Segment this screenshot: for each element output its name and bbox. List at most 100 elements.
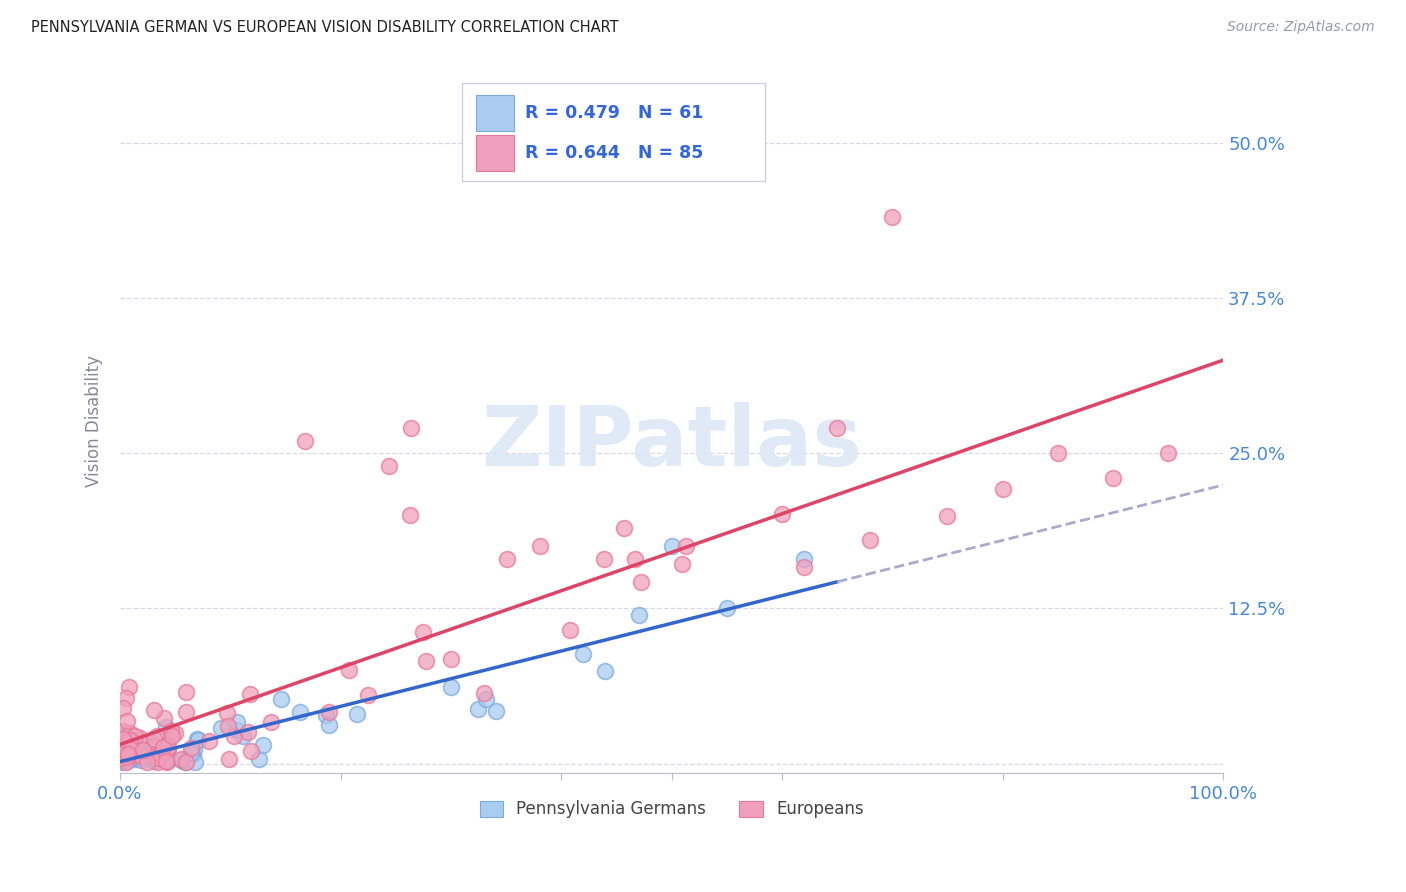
Point: [115, 756, 138, 770]
Y-axis label: Vision Disability: Vision Disability: [86, 355, 103, 487]
Point: [114, 753, 136, 767]
Point: [120, 742, 142, 756]
Point: [157, 752, 180, 766]
Point: [117, 747, 139, 762]
Point: [174, 705, 197, 719]
Point: [595, 664, 617, 678]
Point: [157, 739, 180, 754]
Point: [145, 751, 167, 765]
Point: [270, 692, 292, 706]
FancyBboxPatch shape: [477, 95, 513, 131]
Point: [110, 750, 132, 764]
Point: [318, 706, 340, 720]
Point: [675, 539, 697, 553]
Point: [472, 686, 495, 700]
Point: [146, 751, 169, 765]
Point: [399, 421, 422, 435]
Point: [152, 739, 174, 754]
Point: [142, 732, 165, 747]
Point: [145, 739, 167, 753]
Point: [991, 482, 1014, 496]
Point: [412, 624, 434, 639]
Point: [120, 750, 142, 764]
Point: [115, 714, 138, 728]
Point: [180, 746, 202, 760]
Point: [112, 734, 135, 748]
Point: [440, 680, 463, 694]
Point: [112, 701, 135, 715]
Point: [239, 744, 262, 758]
Point: [117, 736, 139, 750]
Point: [129, 753, 152, 767]
Text: R = 0.644   N = 85: R = 0.644 N = 85: [524, 145, 703, 162]
Point: [560, 624, 582, 638]
Point: [145, 740, 167, 755]
Point: [156, 737, 179, 751]
Point: [111, 756, 134, 770]
Point: [495, 551, 517, 566]
Point: [157, 742, 180, 756]
Point: [215, 706, 238, 721]
Point: [120, 751, 142, 765]
Point: [661, 539, 683, 553]
Point: [859, 533, 882, 548]
Point: [142, 704, 165, 718]
Point: [475, 691, 498, 706]
Point: [120, 726, 142, 740]
Point: [111, 732, 134, 747]
Text: Source: ZipAtlas.com: Source: ZipAtlas.com: [1227, 20, 1375, 34]
Point: [825, 421, 848, 435]
Point: [120, 750, 142, 764]
Point: [183, 756, 205, 770]
Point: [146, 729, 169, 743]
Point: [150, 747, 173, 761]
Point: [209, 721, 232, 735]
Point: [378, 458, 401, 473]
Point: [155, 720, 177, 734]
Point: [118, 733, 141, 747]
Legend: Pennsylvania Germans, Europeans: Pennsylvania Germans, Europeans: [472, 794, 870, 825]
Point: [630, 575, 652, 590]
Point: [170, 751, 193, 765]
Text: R = 0.479   N = 61: R = 0.479 N = 61: [524, 104, 703, 122]
Point: [260, 714, 283, 729]
Point: [793, 559, 815, 574]
Point: [174, 755, 197, 769]
Point: [142, 750, 165, 764]
Point: [124, 752, 146, 766]
Point: [346, 706, 368, 721]
Point: [169, 753, 191, 767]
Point: [467, 702, 489, 716]
Point: [1046, 446, 1069, 460]
Point: [183, 742, 205, 756]
Point: [593, 552, 616, 566]
Point: [142, 738, 165, 752]
Point: [315, 707, 337, 722]
Point: [112, 752, 135, 766]
Point: [160, 724, 183, 739]
Point: [139, 748, 162, 763]
Point: [165, 726, 187, 740]
Point: [174, 684, 197, 698]
Point: [180, 741, 202, 756]
Point: [187, 733, 209, 747]
Point: [186, 732, 208, 747]
Point: [627, 607, 650, 622]
Text: ZIPatlas: ZIPatlas: [481, 401, 862, 483]
Point: [110, 745, 132, 759]
Point: [112, 723, 135, 738]
Point: [153, 746, 176, 760]
Point: [770, 508, 793, 522]
Text: PENNSYLVANIA GERMAN VS EUROPEAN VISION DISABILITY CORRELATION CHART: PENNSYLVANIA GERMAN VS EUROPEAN VISION D…: [31, 20, 619, 35]
Point: [181, 747, 204, 761]
Point: [217, 719, 239, 733]
Point: [288, 706, 311, 720]
Point: [232, 729, 254, 743]
Point: [623, 552, 645, 566]
Point: [115, 745, 138, 759]
Point: [145, 740, 167, 755]
Point: [124, 750, 146, 764]
Point: [118, 734, 141, 748]
Point: [117, 753, 139, 767]
Point: [135, 755, 157, 769]
